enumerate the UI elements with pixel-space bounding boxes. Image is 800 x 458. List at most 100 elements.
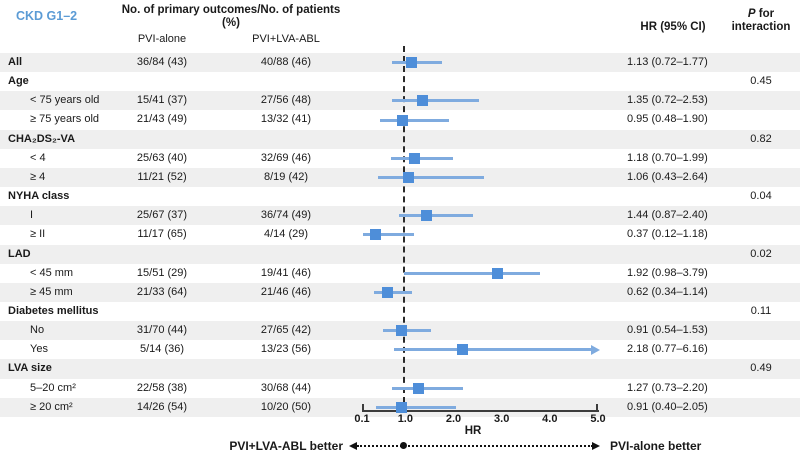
row-label: All — [8, 56, 23, 68]
pvi-lva-abl-value: 36/74 (49) — [260, 209, 312, 222]
row-label: CHA₂DS₂-VA — [8, 132, 76, 145]
pvi-lva-abl-value: 40/88 (46) — [260, 56, 312, 68]
arrow-left-icon — [349, 442, 357, 450]
pvi-alone-value: 25/67 (37) — [136, 209, 188, 222]
row-label: ≥ 45 mm — [30, 285, 73, 298]
x-axis-right-endtick — [596, 404, 598, 411]
pvi-lva-abl-value: 13/32 (41) — [260, 113, 312, 126]
pvi-alone-value: 5/14 (36) — [139, 343, 185, 356]
hr-marker — [369, 229, 381, 241]
row-label: ≥ 4 — [30, 170, 46, 183]
ci-line — [399, 214, 473, 218]
hr-marker — [456, 344, 468, 356]
hr-ci-value: 0.37 (0.12–1.18) — [627, 228, 708, 241]
table-row — [0, 244, 800, 264]
hr-marker — [395, 401, 407, 413]
p-rest: for — [755, 8, 775, 20]
column-header-pvi-alone: PVI-alone — [137, 33, 187, 45]
x-axis-tick-label: 5.0 — [590, 413, 606, 425]
row-label: NYHA class — [8, 190, 70, 203]
pvi-lva-abl-value: 27/65 (42) — [260, 324, 312, 337]
column-header-p-interaction: P for interaction — [711, 8, 800, 34]
left-better-label: PVI+LVA-ABL better — [229, 439, 343, 453]
ci-line — [392, 386, 464, 390]
pvi-lva-abl-value: 32/69 (46) — [260, 151, 312, 164]
table-row — [0, 129, 800, 149]
pvi-lva-abl-value: 21/46 (46) — [260, 285, 312, 298]
x-axis-tick-label: 4.0 — [542, 413, 558, 425]
row-label: Age — [8, 75, 29, 88]
arrow-right-icon — [592, 442, 600, 450]
x-axis-tick-label: 0.1 — [354, 413, 370, 425]
ci-line — [394, 348, 592, 352]
p-interaction-value: 0.02 — [750, 247, 772, 260]
ci-line — [383, 329, 431, 333]
p-line2: interaction — [731, 21, 791, 33]
hr-marker — [421, 210, 433, 222]
x-axis-tick-label: 1.0 — [397, 413, 413, 425]
direction-arrow-line — [357, 445, 593, 447]
hr-marker — [416, 95, 428, 107]
hr-marker — [408, 152, 420, 164]
p-interaction-value: 0.49 — [750, 362, 772, 375]
x-axis-title: HR — [464, 425, 482, 437]
p-italic: P — [747, 8, 756, 20]
ci-line — [362, 233, 414, 237]
x-axis-tick-label: 3.0 — [494, 413, 510, 425]
row-label: < 75 years old — [30, 94, 100, 107]
ci-arrow-right-icon — [591, 344, 600, 355]
table-row — [0, 359, 800, 379]
outcomes-header-line2: (%) — [222, 17, 240, 29]
reference-line — [403, 46, 405, 413]
pvi-lva-abl-value: 8/19 (42) — [263, 170, 309, 183]
hr-ci-value: 0.95 (0.48–1.90) — [627, 113, 708, 126]
pvi-lva-abl-value: 27/56 (48) — [260, 94, 312, 107]
row-label: I — [30, 209, 34, 222]
row-label: Diabetes mellitus — [8, 304, 99, 317]
row-label: Yes — [30, 343, 48, 356]
table-row — [0, 263, 800, 283]
row-label: ≥ II — [30, 228, 46, 241]
right-better-label: PVI-alone better — [610, 439, 702, 453]
hr-ci-value: 1.44 (0.87–2.40) — [627, 209, 708, 222]
pvi-alone-value: 22/58 (38) — [136, 381, 188, 394]
row-label: No — [30, 324, 45, 337]
hr-ci-value: 0.91 (0.54–1.53) — [627, 324, 708, 337]
arrow-center-dot-icon — [400, 442, 407, 449]
row-label: < 4 — [30, 151, 46, 164]
ci-line — [377, 175, 485, 179]
ci-line — [391, 61, 443, 65]
table-row — [0, 301, 800, 322]
pvi-lva-abl-value: 4/14 (29) — [263, 228, 309, 241]
p-interaction-value: 0.04 — [750, 190, 772, 203]
pvi-alone-value: 25/63 (40) — [136, 151, 188, 164]
outcomes-header-line1: No. of primary outcomes/No. of patients — [121, 4, 341, 16]
pvi-alone-value: 36/84 (43) — [136, 56, 188, 68]
hr-ci-value: 1.35 (0.72–2.53) — [627, 94, 708, 107]
pvi-lva-abl-value: 13/23 (56) — [260, 343, 312, 356]
ci-line — [380, 118, 449, 122]
pvi-alone-value: 31/70 (44) — [136, 324, 188, 337]
ci-line — [404, 271, 540, 275]
figure-title: CKD G1–2 — [16, 9, 78, 23]
hr-marker — [397, 114, 409, 126]
pvi-lva-abl-value: 30/68 (44) — [260, 381, 312, 394]
column-header-hr-ci: HR (95% CI) — [640, 21, 706, 33]
pvi-lva-abl-value: 10/20 (50) — [260, 400, 312, 413]
p-interaction-value: 0.82 — [750, 132, 772, 145]
hr-ci-value: 1.13 (0.72–1.77) — [627, 56, 708, 68]
ci-line — [390, 156, 454, 160]
x-axis-left-endtick — [362, 404, 364, 411]
p-interaction-value: 0.45 — [750, 75, 772, 88]
pvi-alone-value: 15/51 (29) — [136, 266, 188, 279]
table-row — [0, 187, 800, 207]
table-row — [0, 72, 800, 92]
x-axis-tick-label: 2.0 — [445, 413, 462, 425]
hr-marker — [492, 267, 504, 279]
hr-marker — [412, 382, 424, 394]
x-axis — [362, 410, 599, 412]
pvi-lva-abl-value: 19/41 (46) — [260, 266, 312, 279]
hr-marker — [395, 325, 407, 337]
ci-line — [373, 290, 413, 294]
